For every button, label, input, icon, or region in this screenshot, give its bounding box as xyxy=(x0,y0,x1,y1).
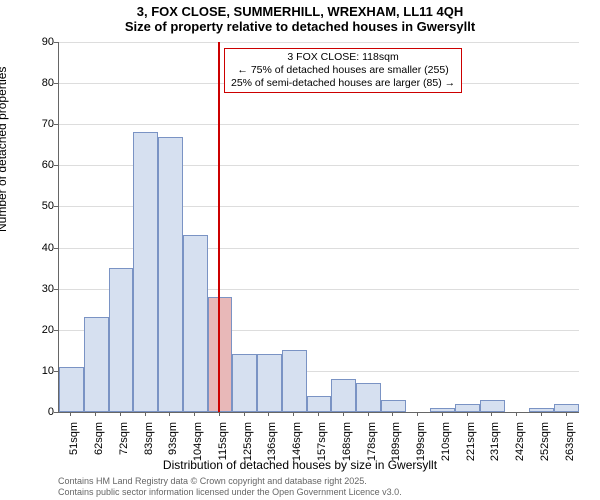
title-sub: Size of property relative to detached ho… xyxy=(0,19,600,36)
histogram-bar xyxy=(381,400,406,412)
ytick-label: 80 xyxy=(24,77,54,89)
histogram-bar xyxy=(331,379,356,412)
xtick-mark xyxy=(145,412,146,416)
xtick-label: 210sqm xyxy=(440,422,452,472)
xtick-mark xyxy=(169,412,170,416)
histogram-bar xyxy=(84,317,109,412)
xtick-mark xyxy=(516,412,517,416)
histogram-bar xyxy=(554,404,579,412)
footer-line-2: Contains public sector information licen… xyxy=(58,487,402,498)
histogram-bar xyxy=(208,297,233,412)
callout-line-1: 3 FOX CLOSE: 118sqm xyxy=(231,51,455,64)
xtick-label: 104sqm xyxy=(192,422,204,472)
xtick-mark xyxy=(120,412,121,416)
footer-attribution: Contains HM Land Registry data © Crown c… xyxy=(58,476,402,498)
xtick-label: 136sqm xyxy=(266,422,278,472)
xtick-mark xyxy=(244,412,245,416)
xtick-mark xyxy=(467,412,468,416)
ytick-label: 20 xyxy=(24,324,54,336)
xtick-mark xyxy=(442,412,443,416)
histogram-bar xyxy=(455,404,480,412)
callout-line-2: ← 75% of detached houses are smaller (25… xyxy=(231,64,455,77)
xtick-mark xyxy=(194,412,195,416)
xtick-label: 178sqm xyxy=(366,422,378,472)
histogram-bar xyxy=(158,137,183,412)
ytick-label: 60 xyxy=(24,159,54,171)
xtick-mark xyxy=(318,412,319,416)
ytick-label: 30 xyxy=(24,283,54,295)
xtick-label: 221sqm xyxy=(465,422,477,472)
gridline xyxy=(59,124,579,125)
xtick-label: 231sqm xyxy=(489,422,501,472)
xtick-label: 189sqm xyxy=(390,422,402,472)
xtick-mark xyxy=(392,412,393,416)
xtick-mark xyxy=(566,412,567,416)
histogram-bar xyxy=(232,354,257,412)
xtick-label: 157sqm xyxy=(316,422,328,472)
ytick-mark xyxy=(54,165,58,166)
histogram-bar xyxy=(430,408,455,412)
xtick-mark xyxy=(70,412,71,416)
ytick-mark xyxy=(54,412,58,413)
xtick-label: 115sqm xyxy=(217,422,229,472)
y-axis-label-text: Number of detached properties xyxy=(0,67,9,232)
xtick-mark xyxy=(491,412,492,416)
histogram-bar xyxy=(257,354,282,412)
xtick-mark xyxy=(293,412,294,416)
histogram-bar xyxy=(480,400,505,412)
ytick-label: 10 xyxy=(24,365,54,377)
ytick-mark xyxy=(54,124,58,125)
ytick-mark xyxy=(54,289,58,290)
xtick-label: 93sqm xyxy=(167,422,179,472)
xtick-label: 199sqm xyxy=(415,422,427,472)
histogram-bar xyxy=(133,132,158,412)
histogram-bar xyxy=(282,350,307,412)
xtick-label: 125sqm xyxy=(242,422,254,472)
xtick-mark xyxy=(95,412,96,416)
ytick-mark xyxy=(54,42,58,43)
histogram-bar xyxy=(109,268,134,412)
callout-box: 3 FOX CLOSE: 118sqm← 75% of detached hou… xyxy=(224,48,462,93)
ytick-label: 50 xyxy=(24,200,54,212)
xtick-label: 83sqm xyxy=(143,422,155,472)
xtick-mark xyxy=(343,412,344,416)
y-axis-label: Number of detached properties xyxy=(0,67,9,232)
xtick-mark xyxy=(219,412,220,416)
chart-container: 3, FOX CLOSE, SUMMERHILL, WREXHAM, LL11 … xyxy=(0,0,600,500)
xtick-label: 242sqm xyxy=(514,422,526,472)
xtick-label: 263sqm xyxy=(564,422,576,472)
ytick-mark xyxy=(54,248,58,249)
histogram-bar xyxy=(183,235,208,412)
xtick-mark xyxy=(541,412,542,416)
xtick-mark xyxy=(268,412,269,416)
ytick-label: 90 xyxy=(24,36,54,48)
ytick-label: 0 xyxy=(24,406,54,418)
marker-line xyxy=(218,42,220,412)
histogram-bar xyxy=(356,383,381,412)
ytick-mark xyxy=(54,206,58,207)
xtick-label: 252sqm xyxy=(539,422,551,472)
xtick-mark xyxy=(368,412,369,416)
histogram-bar xyxy=(59,367,84,412)
xtick-label: 51sqm xyxy=(68,422,80,472)
xtick-label: 62sqm xyxy=(93,422,105,472)
gridline xyxy=(59,42,579,43)
histogram-bar xyxy=(307,396,332,412)
title-main: 3, FOX CLOSE, SUMMERHILL, WREXHAM, LL11 … xyxy=(0,0,600,19)
ytick-label: 70 xyxy=(24,118,54,130)
plot-area: 3 FOX CLOSE: 118sqm← 75% of detached hou… xyxy=(58,42,579,413)
ytick-mark xyxy=(54,371,58,372)
callout-line-3: 25% of semi-detached houses are larger (… xyxy=(231,77,455,90)
xtick-label: 168sqm xyxy=(341,422,353,472)
xtick-label: 72sqm xyxy=(118,422,130,472)
xtick-label: 146sqm xyxy=(291,422,303,472)
footer-line-1: Contains HM Land Registry data © Crown c… xyxy=(58,476,402,487)
histogram-bar xyxy=(529,408,554,412)
xtick-mark xyxy=(417,412,418,416)
ytick-label: 40 xyxy=(24,242,54,254)
ytick-mark xyxy=(54,83,58,84)
ytick-mark xyxy=(54,330,58,331)
